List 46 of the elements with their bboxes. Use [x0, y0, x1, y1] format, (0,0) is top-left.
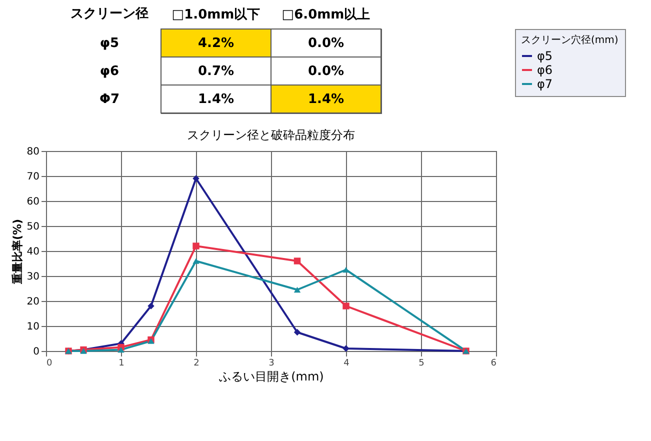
category-label: φ6: [100, 64, 120, 79]
point: [342, 345, 350, 352]
text: 1.4%: [198, 92, 234, 107]
point: [294, 328, 301, 336]
x-tick-label: 1: [118, 358, 124, 368]
category-label: □1.0mm以下: [172, 8, 260, 22]
point: [118, 346, 124, 353]
x-tick-label: 2: [194, 358, 200, 368]
x-tick-label: 5: [418, 358, 424, 368]
text: 4.2%: [198, 36, 234, 51]
text: 1.4%: [308, 92, 344, 107]
x-tick-label: 6: [490, 358, 497, 368]
category-label: φ5: [100, 36, 120, 51]
y-tick-label: 70: [26, 172, 40, 182]
point: [192, 258, 200, 264]
y-tick-label: 50: [26, 222, 40, 232]
text: スクリーン径: [70, 6, 148, 22]
legend-label: φ5: [537, 49, 553, 63]
y-axis-title: 重量比率(%): [10, 218, 24, 286]
x-tick-label: 3: [268, 358, 274, 368]
x-tick-label: 4: [344, 358, 350, 368]
legend-label: φ6: [537, 63, 553, 77]
legend-label: φ7: [537, 77, 553, 91]
y-tick-label: 10: [26, 322, 40, 332]
y-tick-label: 20: [26, 296, 40, 308]
point: [294, 258, 301, 264]
x-axis-title: ふるい目開き(mm): [218, 370, 324, 384]
y-tick-label: 0: [33, 346, 40, 358]
text: 0.7%: [198, 64, 234, 79]
category-label: Φ7: [99, 92, 120, 107]
y-tick-label: 60: [26, 196, 40, 208]
text: 0.0%: [308, 36, 344, 51]
legend-title: スクリーン穴径(mm): [521, 34, 618, 46]
text: 0.0%: [308, 64, 344, 79]
chart-title: スクリーン径と破砕品粒度分布: [187, 128, 355, 142]
point: [342, 302, 350, 310]
y-tick-label: 30: [26, 272, 40, 282]
point: [192, 175, 200, 182]
x-tick-label: 0: [46, 358, 52, 368]
y-tick-label: 40: [26, 246, 40, 258]
point: [294, 286, 301, 293]
point: [148, 302, 154, 310]
point: [192, 242, 200, 250]
y-tick-label: 80: [26, 146, 40, 158]
category-label: □6.0mm以上: [282, 8, 370, 22]
point: [342, 266, 350, 273]
